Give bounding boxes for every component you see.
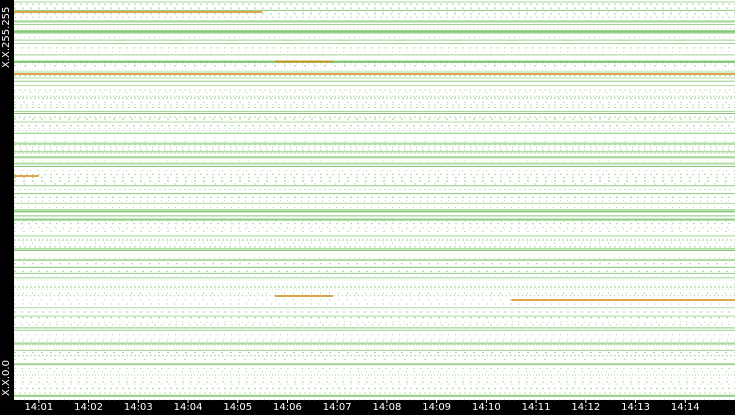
x-tick-label-2: 14:03: [123, 402, 153, 413]
activity-layer: [14, 1, 735, 401]
x-tick-label-7: 14:08: [372, 402, 402, 413]
x-tick-label-5: 14:06: [273, 402, 302, 413]
y-axis-top-label: X.X.255.255: [1, 6, 12, 68]
x-tick-label-9: 14:10: [471, 402, 501, 413]
x-tick-label-6: 14:07: [322, 402, 352, 413]
x-tick-label-10: 14:11: [521, 402, 551, 413]
x-tick-label-13: 14:14: [670, 402, 700, 413]
highlight-layer: [14, 11, 735, 301]
x-tick-label-1: 14:02: [74, 402, 103, 413]
x-tick-label-12: 14:13: [621, 402, 650, 413]
x-tick-label-8: 14:09: [422, 402, 452, 413]
x-tick-label-3: 14:04: [173, 402, 203, 413]
x-tick-label-11: 14:12: [571, 402, 601, 413]
x-tick-label-4: 14:05: [223, 402, 253, 413]
plot-background: [14, 0, 735, 400]
y-axis-bottom-label: X.X.0.0: [1, 360, 12, 396]
x-tick-label-0: 14:01: [24, 402, 54, 413]
tick-layer: [38, 400, 686, 403]
